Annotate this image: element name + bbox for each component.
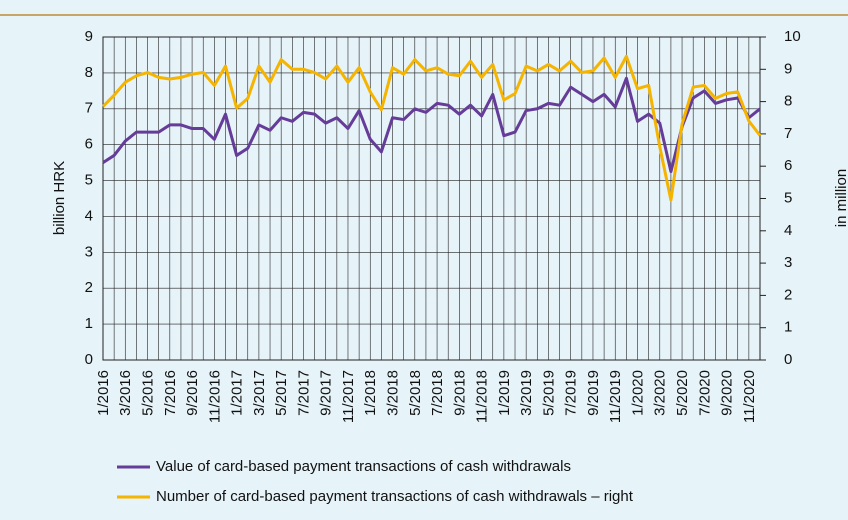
y2-tick-label: 9	[784, 60, 792, 77]
x-tick-label: 5/2020	[674, 370, 691, 416]
x-tick-label: 5/2019	[540, 370, 557, 416]
x-tick-label: 9/2018	[451, 370, 468, 416]
x-tick-label: 11/2017	[340, 370, 357, 423]
y2-tick-label: 8	[784, 93, 792, 110]
x-tick-label: 3/2019	[518, 370, 535, 416]
series-line	[102, 76, 761, 174]
y2-tick-label: 0	[784, 351, 792, 368]
y-tick-label: 7	[85, 100, 93, 117]
legend-label: Value of card-based payment transactions…	[156, 458, 571, 475]
x-tick-label: 11/2020	[741, 370, 758, 423]
y2-tick-label: 2	[784, 286, 792, 303]
y2-tick-label: 6	[784, 157, 792, 174]
x-tick-label: 1/2020	[629, 370, 646, 416]
y-tick-label: 1	[85, 315, 93, 332]
x-tick-label: 11/2019	[607, 370, 624, 423]
x-tick-label: 7/2016	[162, 370, 179, 416]
x-tick-label: 9/2017	[318, 370, 335, 416]
x-tick-label: 9/2016	[184, 370, 201, 416]
y2-axis-label: in million	[833, 169, 848, 227]
y2-tick-label: 10	[784, 28, 801, 45]
x-tick-label: 5/2018	[407, 370, 424, 416]
y2-tick-label: 7	[784, 125, 792, 142]
x-tick-label: 7/2020	[696, 370, 713, 416]
x-tick-label: 5/2016	[140, 370, 157, 416]
x-tick-label: 11/2018	[474, 370, 491, 423]
x-tick-label: 7/2017	[295, 370, 312, 416]
x-tick-label: 3/2020	[652, 370, 669, 416]
series-line	[101, 54, 762, 202]
x-tick-label: 1/2018	[362, 370, 379, 416]
x-tick-label: 9/2020	[719, 370, 736, 416]
y-tick-label: 6	[85, 136, 93, 153]
y-tick-label: 4	[85, 207, 93, 224]
plot-frame	[102, 36, 761, 361]
x-tick-label: 7/2018	[429, 370, 446, 416]
x-tick-label: 3/2016	[117, 370, 134, 416]
y2-tick-label: 1	[784, 319, 792, 336]
y-tick-label: 9	[85, 28, 93, 45]
x-tick-label: 11/2016	[206, 370, 223, 423]
y2-tick-label: 5	[784, 189, 792, 206]
x-tick-label: 1/2016	[95, 370, 112, 416]
x-tick-label: 3/2018	[384, 370, 401, 416]
y2-tick-label: 3	[784, 254, 792, 271]
x-tick-label: 3/2017	[251, 370, 268, 416]
y-tick-label: 3	[85, 243, 93, 260]
y-tick-label: 5	[85, 172, 93, 189]
x-tick-label: 5/2017	[273, 370, 290, 416]
x-tick-label: 9/2019	[585, 370, 602, 416]
x-tick-label: 1/2019	[496, 370, 513, 416]
y-tick-label: 0	[85, 351, 93, 368]
legend-label: Number of card-based payment transaction…	[156, 488, 634, 505]
y-axis-label: billion HRK	[51, 161, 68, 235]
x-tick-label: 7/2019	[563, 370, 580, 416]
y-tick-label: 8	[85, 64, 93, 81]
x-tick-label: 1/2017	[229, 370, 246, 416]
y-tick-label: 2	[85, 279, 93, 296]
y2-tick-label: 4	[784, 222, 792, 239]
